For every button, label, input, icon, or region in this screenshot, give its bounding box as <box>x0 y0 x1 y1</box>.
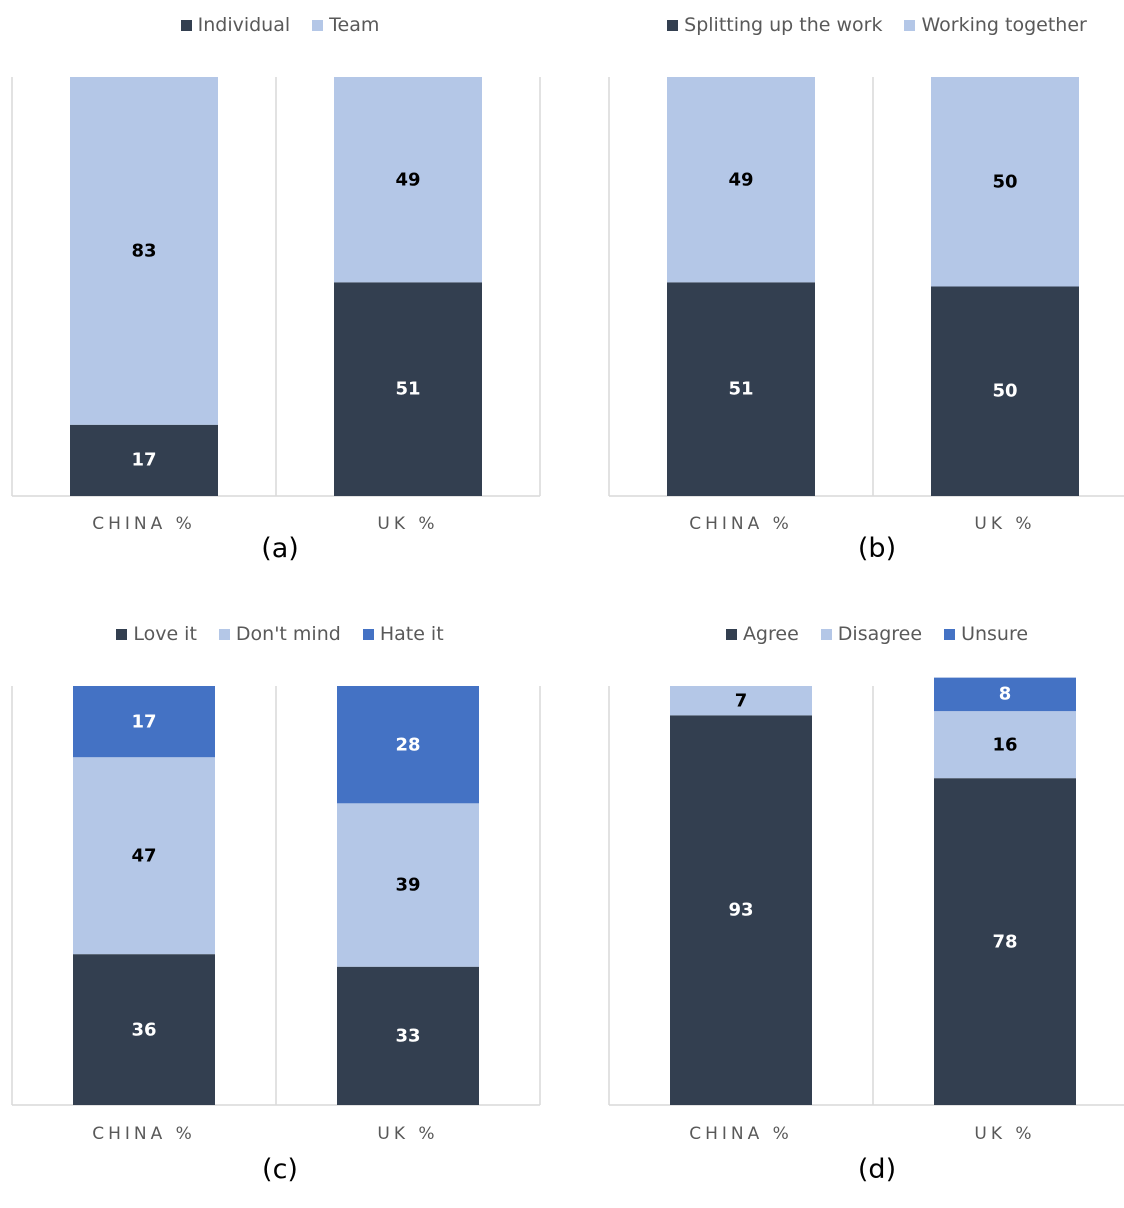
legend-label: Don't mind <box>235 623 341 645</box>
legend-swatch <box>820 628 832 640</box>
bar-segment <box>667 77 815 283</box>
legend-label: Individual <box>197 14 291 36</box>
legend-label: Working together <box>921 14 1087 36</box>
legend-label: Unsure <box>961 623 1029 645</box>
legend-item: Agree <box>725 623 799 645</box>
panel-caption: (c) <box>262 1154 298 1185</box>
legend-item: Team <box>312 14 379 36</box>
bar-segment <box>337 966 479 1105</box>
panel-caption: (d) <box>857 1154 897 1185</box>
bar-segment <box>70 424 218 496</box>
plot-area <box>608 77 1124 497</box>
legend: Love it Don't mind Hate it <box>0 619 560 649</box>
legend-swatch <box>904 19 916 31</box>
legend-item: Love it <box>116 623 197 645</box>
legend-item: Hate it <box>362 623 444 645</box>
legend-label: Love it <box>133 623 197 645</box>
legend-swatch <box>362 628 374 640</box>
data-label: 17 <box>131 449 157 471</box>
legend-label: Agree <box>742 623 799 645</box>
bar-segment <box>337 686 479 804</box>
legend-label: Hate it <box>379 623 444 645</box>
legend-item: Working together <box>904 14 1087 36</box>
bar-segment <box>934 677 1076 712</box>
data-label: 51 <box>728 378 754 400</box>
data-label: 47 <box>131 845 157 867</box>
data-label: 49 <box>728 169 754 191</box>
legend-swatch <box>180 19 192 31</box>
bar-segment <box>334 77 482 283</box>
data-label: 50 <box>992 380 1018 402</box>
panel-b: Splitting up the work Working together 51 4… <box>597 0 1124 599</box>
data-label: 83 <box>131 240 157 262</box>
bar-segment <box>73 757 215 955</box>
data-label: 51 <box>395 378 421 400</box>
data-label: 78 <box>992 931 1018 953</box>
legend-item: Don't mind <box>218 623 341 645</box>
category-label: UK % <box>377 514 439 534</box>
panel-caption: (b) <box>857 533 897 564</box>
plot-area <box>11 686 541 1106</box>
data-label: 39 <box>395 874 421 896</box>
legend-item: Individual <box>180 14 291 36</box>
legend-swatch <box>116 628 128 640</box>
data-label: 49 <box>395 169 421 191</box>
panel-c: Love it Don't mind Hate it 36 47 17 CHINA % 33 3… <box>0 609 560 1208</box>
legend: Agree Disagree Unsure <box>597 619 1124 649</box>
panel-a: Individual Team 17 83 CHINA % 51 49 UK % (a) <box>0 0 560 599</box>
legend-swatch <box>218 628 230 640</box>
data-label: 7 <box>734 690 748 712</box>
data-label: 93 <box>728 899 754 921</box>
legend: Individual Team <box>0 10 560 40</box>
category-label: CHINA % <box>92 514 196 534</box>
category-label: UK % <box>974 514 1036 534</box>
bar-segment <box>73 686 215 758</box>
bar-segment <box>670 686 812 716</box>
data-label: 50 <box>992 171 1018 193</box>
bar-segment <box>931 286 1079 496</box>
category-label: UK % <box>974 1124 1036 1144</box>
category-label: CHINA % <box>92 1124 196 1144</box>
category-label: CHINA % <box>689 1124 793 1144</box>
bar-segment <box>670 715 812 1105</box>
data-label: 33 <box>395 1025 421 1047</box>
data-label: 28 <box>395 734 421 756</box>
legend-label: Disagree <box>837 623 923 645</box>
bar-segment <box>70 77 218 425</box>
bar-segment <box>934 711 1076 779</box>
panel-d: Agree Disagree Unsure 93 7 CHINA % 78 16 8 UK % (d… <box>597 609 1124 1208</box>
data-label: 16 <box>992 734 1018 756</box>
data-label: 36 <box>131 1019 157 1041</box>
legend-swatch <box>312 19 324 31</box>
bar-segment <box>931 77 1079 287</box>
legend-item: Unsure <box>944 623 1028 645</box>
plot-area <box>608 677 1124 1106</box>
data-label: 17 <box>131 711 157 733</box>
bar-segment <box>667 282 815 496</box>
bar-segment <box>934 778 1076 1105</box>
bar-segment <box>334 282 482 496</box>
data-label: 8 <box>998 683 1012 705</box>
legend-swatch <box>667 19 679 31</box>
legend: Splitting up the work Working together <box>597 10 1124 40</box>
legend-item: Disagree <box>820 623 923 645</box>
plot-area <box>11 77 541 497</box>
category-label: UK % <box>377 1124 439 1144</box>
legend-label: Splitting up the work <box>684 14 883 36</box>
legend-label: Team <box>329 14 380 36</box>
bar-segment <box>337 803 479 967</box>
panel-caption: (a) <box>261 533 299 564</box>
legend-swatch <box>725 628 737 640</box>
bar-segment <box>73 954 215 1105</box>
legend-item: Splitting up the work <box>667 14 882 36</box>
legend-swatch <box>944 628 956 640</box>
category-label: CHINA % <box>689 514 793 534</box>
